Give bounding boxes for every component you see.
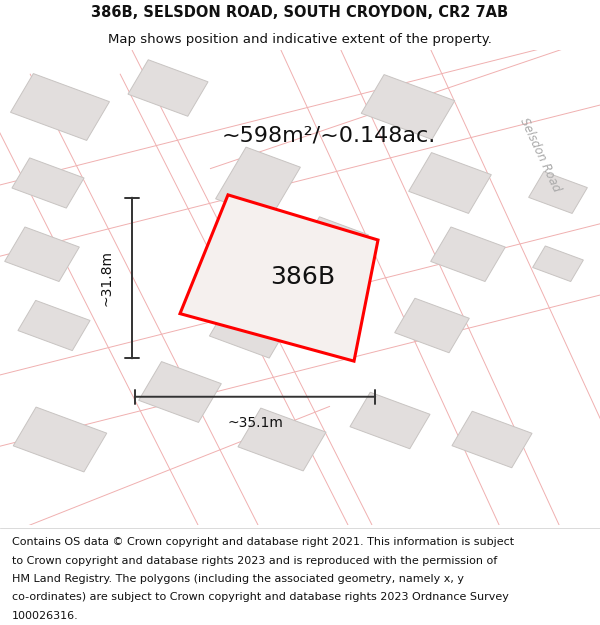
Polygon shape <box>209 293 295 358</box>
Polygon shape <box>128 60 208 116</box>
Polygon shape <box>529 171 587 214</box>
Text: 386B, SELSDON ROAD, SOUTH CROYDON, CR2 7AB: 386B, SELSDON ROAD, SOUTH CROYDON, CR2 7… <box>91 5 509 20</box>
Polygon shape <box>350 392 430 449</box>
Text: Map shows position and indicative extent of the property.: Map shows position and indicative extent… <box>108 32 492 46</box>
Text: ~598m²/~0.148ac.: ~598m²/~0.148ac. <box>222 126 436 146</box>
Polygon shape <box>533 246 583 281</box>
Polygon shape <box>395 298 469 352</box>
Text: co-ordinates) are subject to Crown copyright and database rights 2023 Ordnance S: co-ordinates) are subject to Crown copyr… <box>12 592 509 602</box>
Polygon shape <box>452 411 532 468</box>
Polygon shape <box>431 227 505 281</box>
Text: 386B: 386B <box>271 266 335 289</box>
Text: Selsdon Road: Selsdon Road <box>517 116 563 194</box>
Polygon shape <box>13 407 107 472</box>
Polygon shape <box>215 147 301 219</box>
Text: 100026316.: 100026316. <box>12 611 79 621</box>
Polygon shape <box>361 74 455 139</box>
Text: ~31.8m: ~31.8m <box>100 250 114 306</box>
Text: HM Land Registry. The polygons (including the associated geometry, namely x, y: HM Land Registry. The polygons (includin… <box>12 574 464 584</box>
Polygon shape <box>12 158 84 208</box>
Text: ~35.1m: ~35.1m <box>227 416 283 430</box>
Polygon shape <box>180 195 378 361</box>
Polygon shape <box>238 408 326 471</box>
Polygon shape <box>409 152 491 213</box>
Polygon shape <box>139 362 221 423</box>
Text: to Crown copyright and database rights 2023 and is reproduced with the permissio: to Crown copyright and database rights 2… <box>12 556 497 566</box>
Polygon shape <box>18 301 90 351</box>
Polygon shape <box>11 74 109 141</box>
Polygon shape <box>5 227 79 281</box>
Polygon shape <box>292 217 368 282</box>
Text: Contains OS data © Crown copyright and database right 2021. This information is : Contains OS data © Crown copyright and d… <box>12 537 514 547</box>
